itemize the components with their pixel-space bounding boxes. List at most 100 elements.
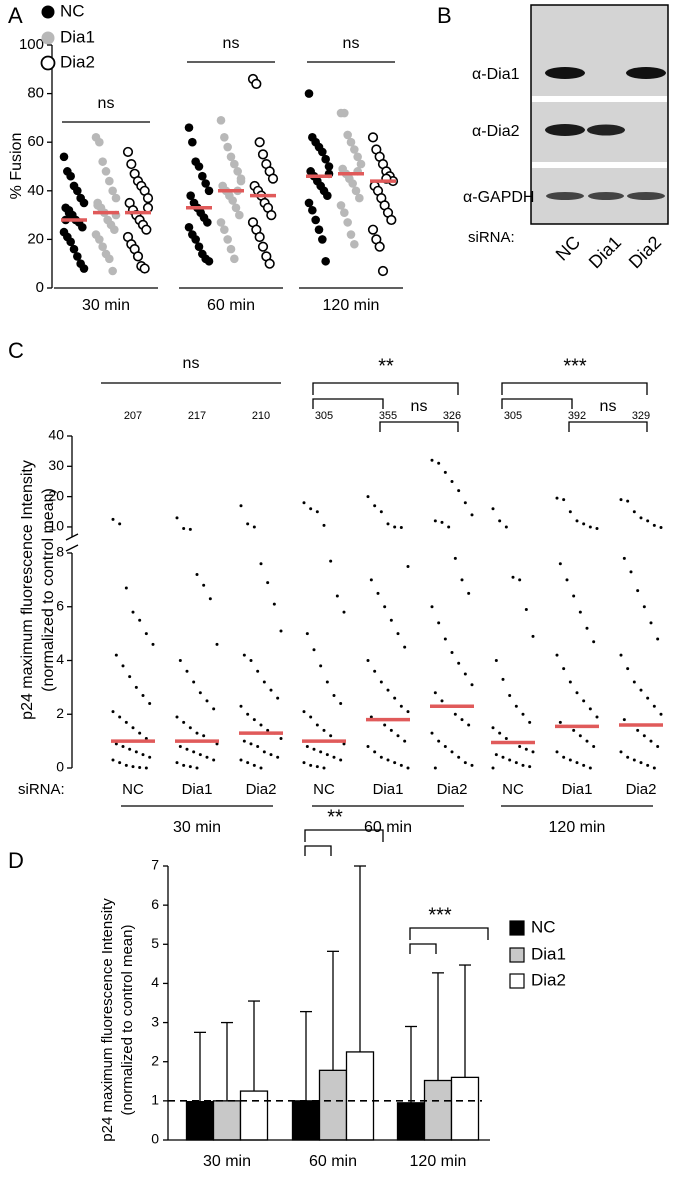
axis-break (65, 544, 79, 552)
data-point (626, 499, 630, 503)
data-point (121, 745, 125, 748)
data-point (463, 501, 467, 505)
data-point (366, 659, 370, 662)
data-point (216, 116, 226, 125)
y-tick-label: 2 (151, 1052, 159, 1068)
data-point (279, 629, 283, 633)
data-point (259, 562, 263, 566)
data-point (562, 755, 566, 759)
data-point (568, 758, 572, 762)
data-point (204, 186, 214, 196)
data-point (323, 191, 332, 200)
significance-bracket (304, 845, 332, 856)
count-label: 210 (252, 410, 270, 422)
data-point (148, 702, 152, 705)
data-point (246, 712, 250, 716)
data-point (311, 215, 320, 225)
data-point (350, 145, 359, 154)
data-point (575, 691, 579, 695)
significance-bracket (409, 927, 489, 940)
data-point (266, 581, 270, 585)
data-point (131, 765, 135, 769)
data-point (98, 242, 107, 251)
data-point (346, 230, 356, 239)
y-tick-label: 4 (56, 651, 64, 667)
data-point (578, 610, 582, 614)
data-point (124, 763, 128, 767)
data-point (376, 591, 380, 595)
data-point (339, 702, 343, 705)
significance-label: ns (600, 398, 617, 415)
data-point (342, 610, 346, 614)
significance-label: ** (378, 355, 394, 377)
data-point (184, 123, 194, 132)
significance-label: ns (223, 35, 240, 52)
y-tick-label: 0 (151, 1131, 159, 1147)
data-point (324, 162, 334, 171)
bar (291, 1100, 321, 1141)
data-point (340, 108, 349, 118)
data-point (185, 669, 189, 673)
data-point (266, 728, 270, 732)
data-point (342, 742, 346, 746)
data-point (403, 645, 407, 649)
data-point (565, 578, 569, 582)
data-point (205, 755, 209, 759)
data-point (646, 519, 650, 523)
data-point (111, 758, 115, 762)
data-point (528, 720, 532, 724)
data-point (309, 715, 313, 719)
data-point (184, 222, 194, 232)
y-tick-label: 10 (48, 518, 64, 534)
data-point (399, 763, 403, 767)
blot-separator (532, 162, 667, 168)
lane-label: Dia1 (585, 232, 625, 272)
blot-separator (532, 96, 667, 102)
data-point (443, 470, 447, 474)
data-point (588, 707, 592, 711)
data-point (619, 653, 623, 657)
data-point (139, 263, 150, 274)
data-point (457, 661, 461, 665)
data-point (95, 235, 104, 244)
bar (423, 1079, 453, 1141)
data-point (528, 765, 532, 769)
data-point (192, 750, 196, 754)
data-point (198, 171, 207, 181)
data-point (118, 522, 122, 526)
data-point (460, 718, 464, 722)
data-point (322, 766, 326, 770)
data-point (66, 237, 75, 247)
data-point (252, 525, 256, 529)
data-point (208, 597, 212, 601)
significance-bracket (568, 421, 648, 432)
y-axis-label: (normalized to control mean) (40, 488, 57, 692)
data-point (69, 244, 79, 254)
data-point (249, 742, 253, 746)
data-point (64, 205, 74, 215)
data-point (134, 750, 138, 754)
data-point (319, 664, 323, 668)
data-point (652, 766, 656, 770)
data-point (195, 766, 199, 770)
band (588, 192, 624, 200)
data-point (101, 167, 111, 176)
data-point (276, 696, 280, 700)
y-tick-label: 80 (27, 85, 44, 102)
data-point (433, 766, 437, 770)
data-point (463, 672, 467, 676)
data-point (379, 680, 383, 684)
data-point (134, 685, 138, 689)
data-point (302, 501, 306, 505)
x-group-label: 60 min (364, 819, 412, 836)
data-point (142, 192, 154, 204)
data-point (514, 704, 518, 708)
data-point (111, 710, 115, 714)
data-point (66, 171, 75, 181)
x-group-label: 30 min (173, 819, 221, 836)
bar (450, 1076, 480, 1141)
x-group-label: 60 min (207, 297, 255, 314)
data-point (386, 214, 397, 226)
data-point (588, 525, 592, 529)
